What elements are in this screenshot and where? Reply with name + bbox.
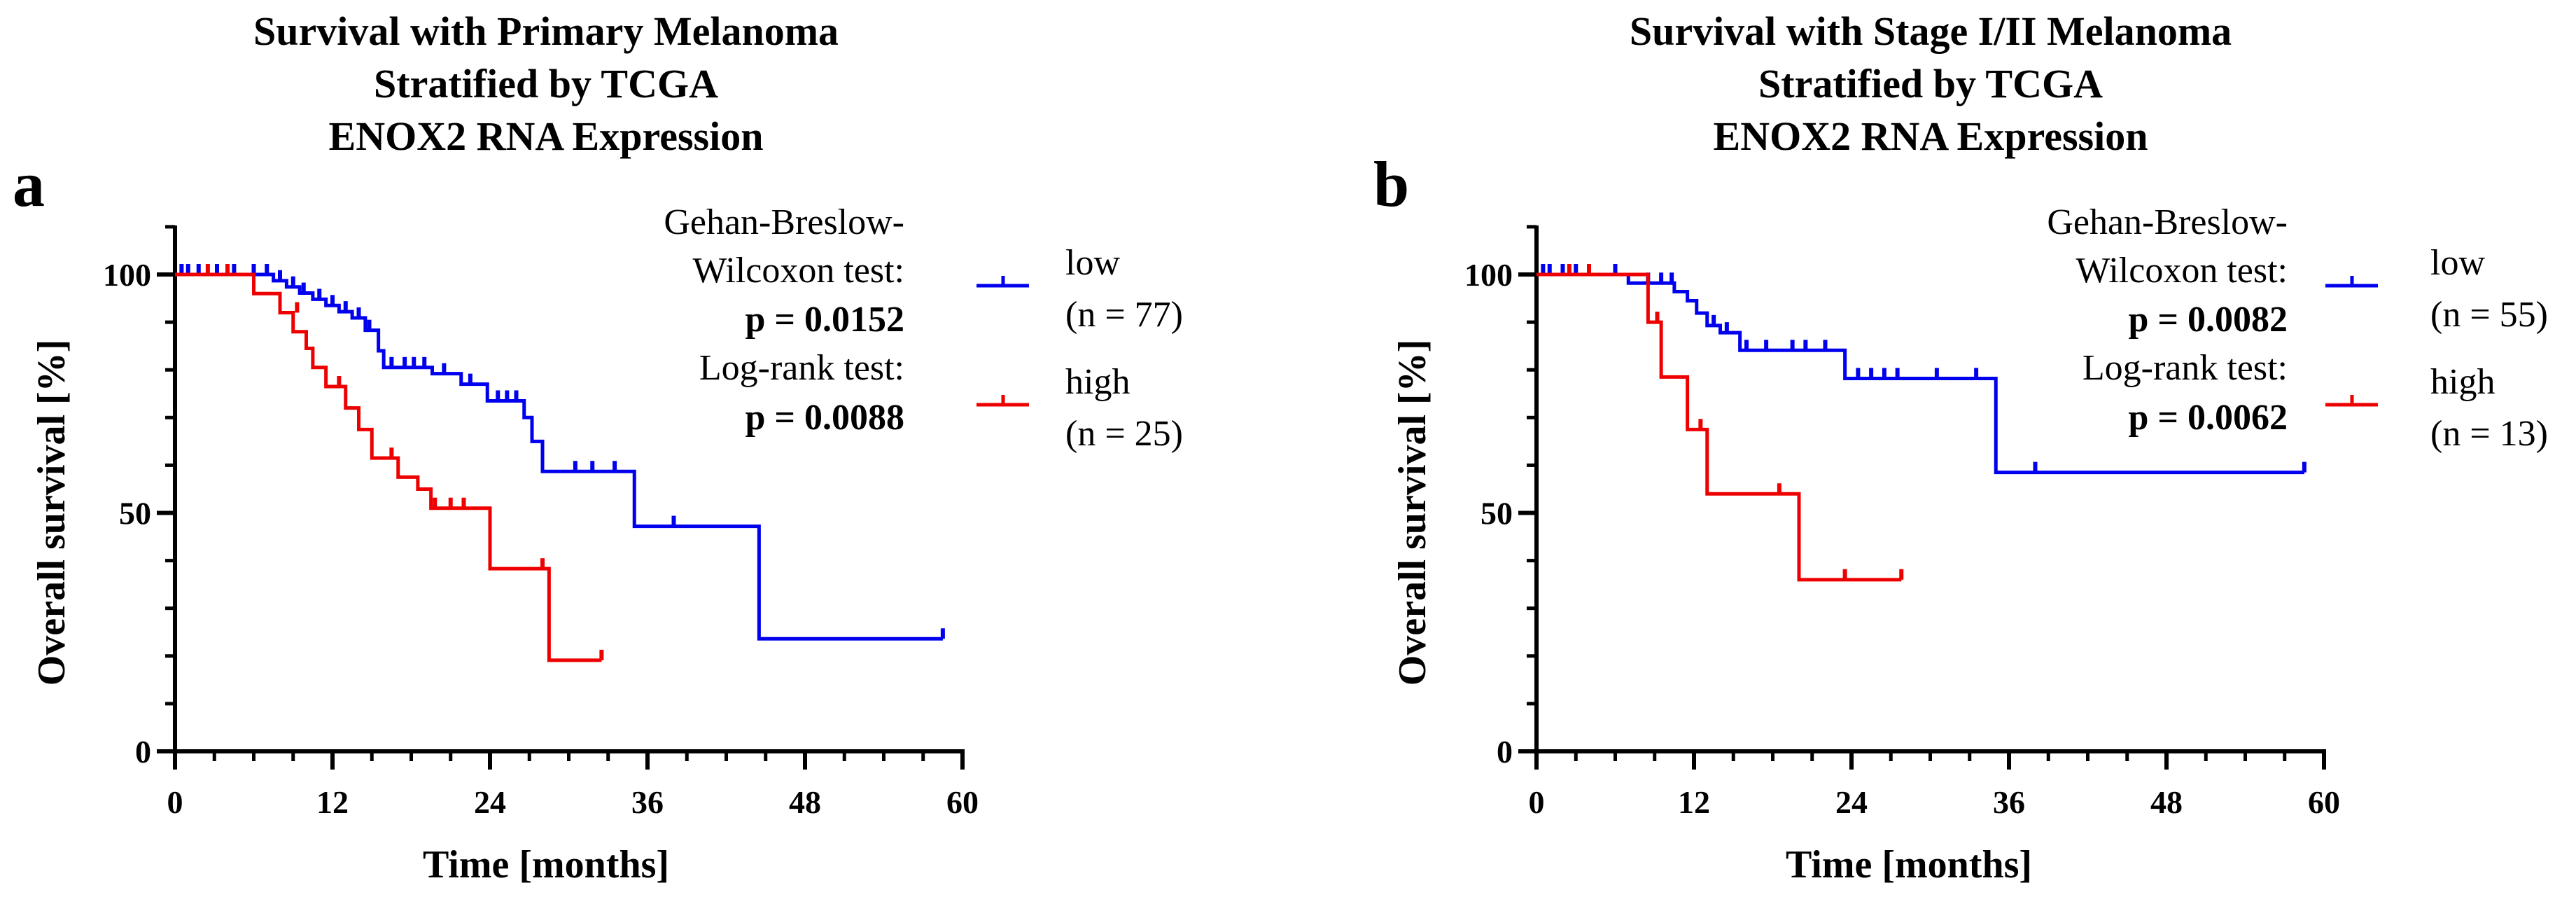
test1-name-line-2: Wilcoxon test: [692, 251, 904, 291]
y-tick-label: 0 [1497, 734, 1513, 770]
chart-title-line-2: Stratified by TCGA [374, 61, 718, 106]
legend-n-high: (n = 13) [2430, 414, 2548, 454]
chart-title-line-2: Stratified by TCGA [1758, 61, 2103, 106]
y-axis-label: Overall survival [%] [30, 340, 74, 686]
panel-b: Survival with Stage I/II Melanoma Strati… [1373, 8, 2548, 886]
chart-title-line-1: Survival with Primary Melanoma [253, 8, 839, 54]
plot-area: 0 50 100 0 12 24 36 48 60 [103, 225, 979, 820]
plot-area: 0 50 100 0 12 24 36 48 60 [1464, 225, 2340, 820]
x-tick-label: 12 [316, 784, 349, 820]
legend-swatch-high [976, 395, 1029, 407]
y-tick-label: 50 [1480, 496, 1513, 531]
legend-label-low: low [2430, 243, 2485, 283]
legend-label-high: high [2430, 362, 2495, 402]
survival-curve-low [1536, 272, 2304, 475]
x-tick-label: 36 [631, 784, 664, 820]
y-tick-label: 100 [103, 257, 151, 293]
x-axis-label: Time [months] [1786, 843, 2032, 886]
x-tick-label: 24 [474, 784, 506, 820]
panel-letter: a [13, 148, 45, 220]
x-tick-label: 36 [1993, 784, 2025, 820]
test1-p-value: p = 0.0082 [2128, 300, 2288, 340]
x-tick-label: 0 [1529, 784, 1545, 820]
y-tick-label: 0 [135, 734, 151, 770]
test1-name-line-1: Gehan-Breslow- [664, 202, 904, 242]
legend-swatch-low [2325, 276, 2378, 288]
x-axis-label: Time [months] [423, 843, 669, 886]
x-tick-label: 24 [1835, 784, 1868, 820]
x-tick-label: 48 [789, 784, 821, 820]
legend-swatch-low [976, 276, 1029, 288]
y-axis-label: Overall survival [%] [1391, 340, 1434, 686]
x-tick-label: 48 [2150, 784, 2183, 820]
legend-n-high: (n = 25) [1065, 414, 1183, 454]
chart-title-line-3: ENOX2 RNA Expression [329, 113, 764, 159]
test1-name-line-1: Gehan-Breslow- [2047, 202, 2288, 242]
x-tick-label: 60 [2308, 784, 2340, 820]
legend: low (n = 77) high (n = 25) [976, 243, 1183, 454]
chart-title-line-1: Survival with Stage I/II Melanoma [1630, 8, 2232, 54]
x-tick-label: 60 [946, 784, 979, 820]
survival-curve-high [1536, 272, 1902, 582]
y-tick-label: 100 [1464, 257, 1513, 293]
legend-label-high: high [1065, 362, 1130, 402]
panel-a: Survival with Primary Melanoma Stratifie… [13, 8, 1183, 886]
y-tick-label: 50 [119, 496, 151, 531]
legend-n-low: (n = 55) [2430, 295, 2548, 335]
panel-letter: b [1373, 148, 1409, 220]
chart-title-line-3: ENOX2 RNA Expression [1714, 113, 2148, 159]
test2-name: Log-rank test: [2082, 348, 2288, 388]
legend: low (n = 55) high (n = 13) [2325, 243, 2548, 454]
test1-name-line-2: Wilcoxon test: [2076, 251, 2288, 291]
x-tick-label: 12 [1678, 784, 1710, 820]
legend-n-low: (n = 77) [1065, 295, 1183, 335]
test2-p-value: p = 0.0062 [2128, 398, 2288, 438]
legend-swatch-high [2325, 395, 2378, 407]
test1-p-value: p = 0.0152 [745, 300, 904, 340]
test2-name: Log-rank test: [699, 348, 904, 388]
legend-label-low: low [1065, 243, 1120, 283]
test2-p-value: p = 0.0088 [745, 398, 904, 438]
x-tick-label: 0 [167, 784, 183, 820]
survival-curve-high [175, 272, 602, 662]
